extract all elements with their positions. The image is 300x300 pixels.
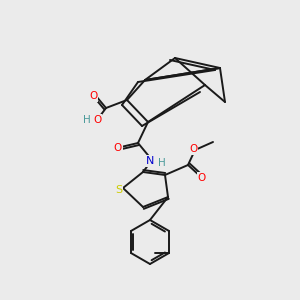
Text: O: O	[114, 143, 122, 153]
Text: O: O	[89, 91, 97, 101]
Text: N: N	[146, 156, 154, 166]
Text: O: O	[93, 115, 101, 125]
Text: S: S	[116, 185, 123, 195]
Text: H: H	[83, 115, 91, 125]
Text: O: O	[198, 173, 206, 183]
Text: H: H	[158, 158, 166, 168]
Text: O: O	[189, 144, 197, 154]
